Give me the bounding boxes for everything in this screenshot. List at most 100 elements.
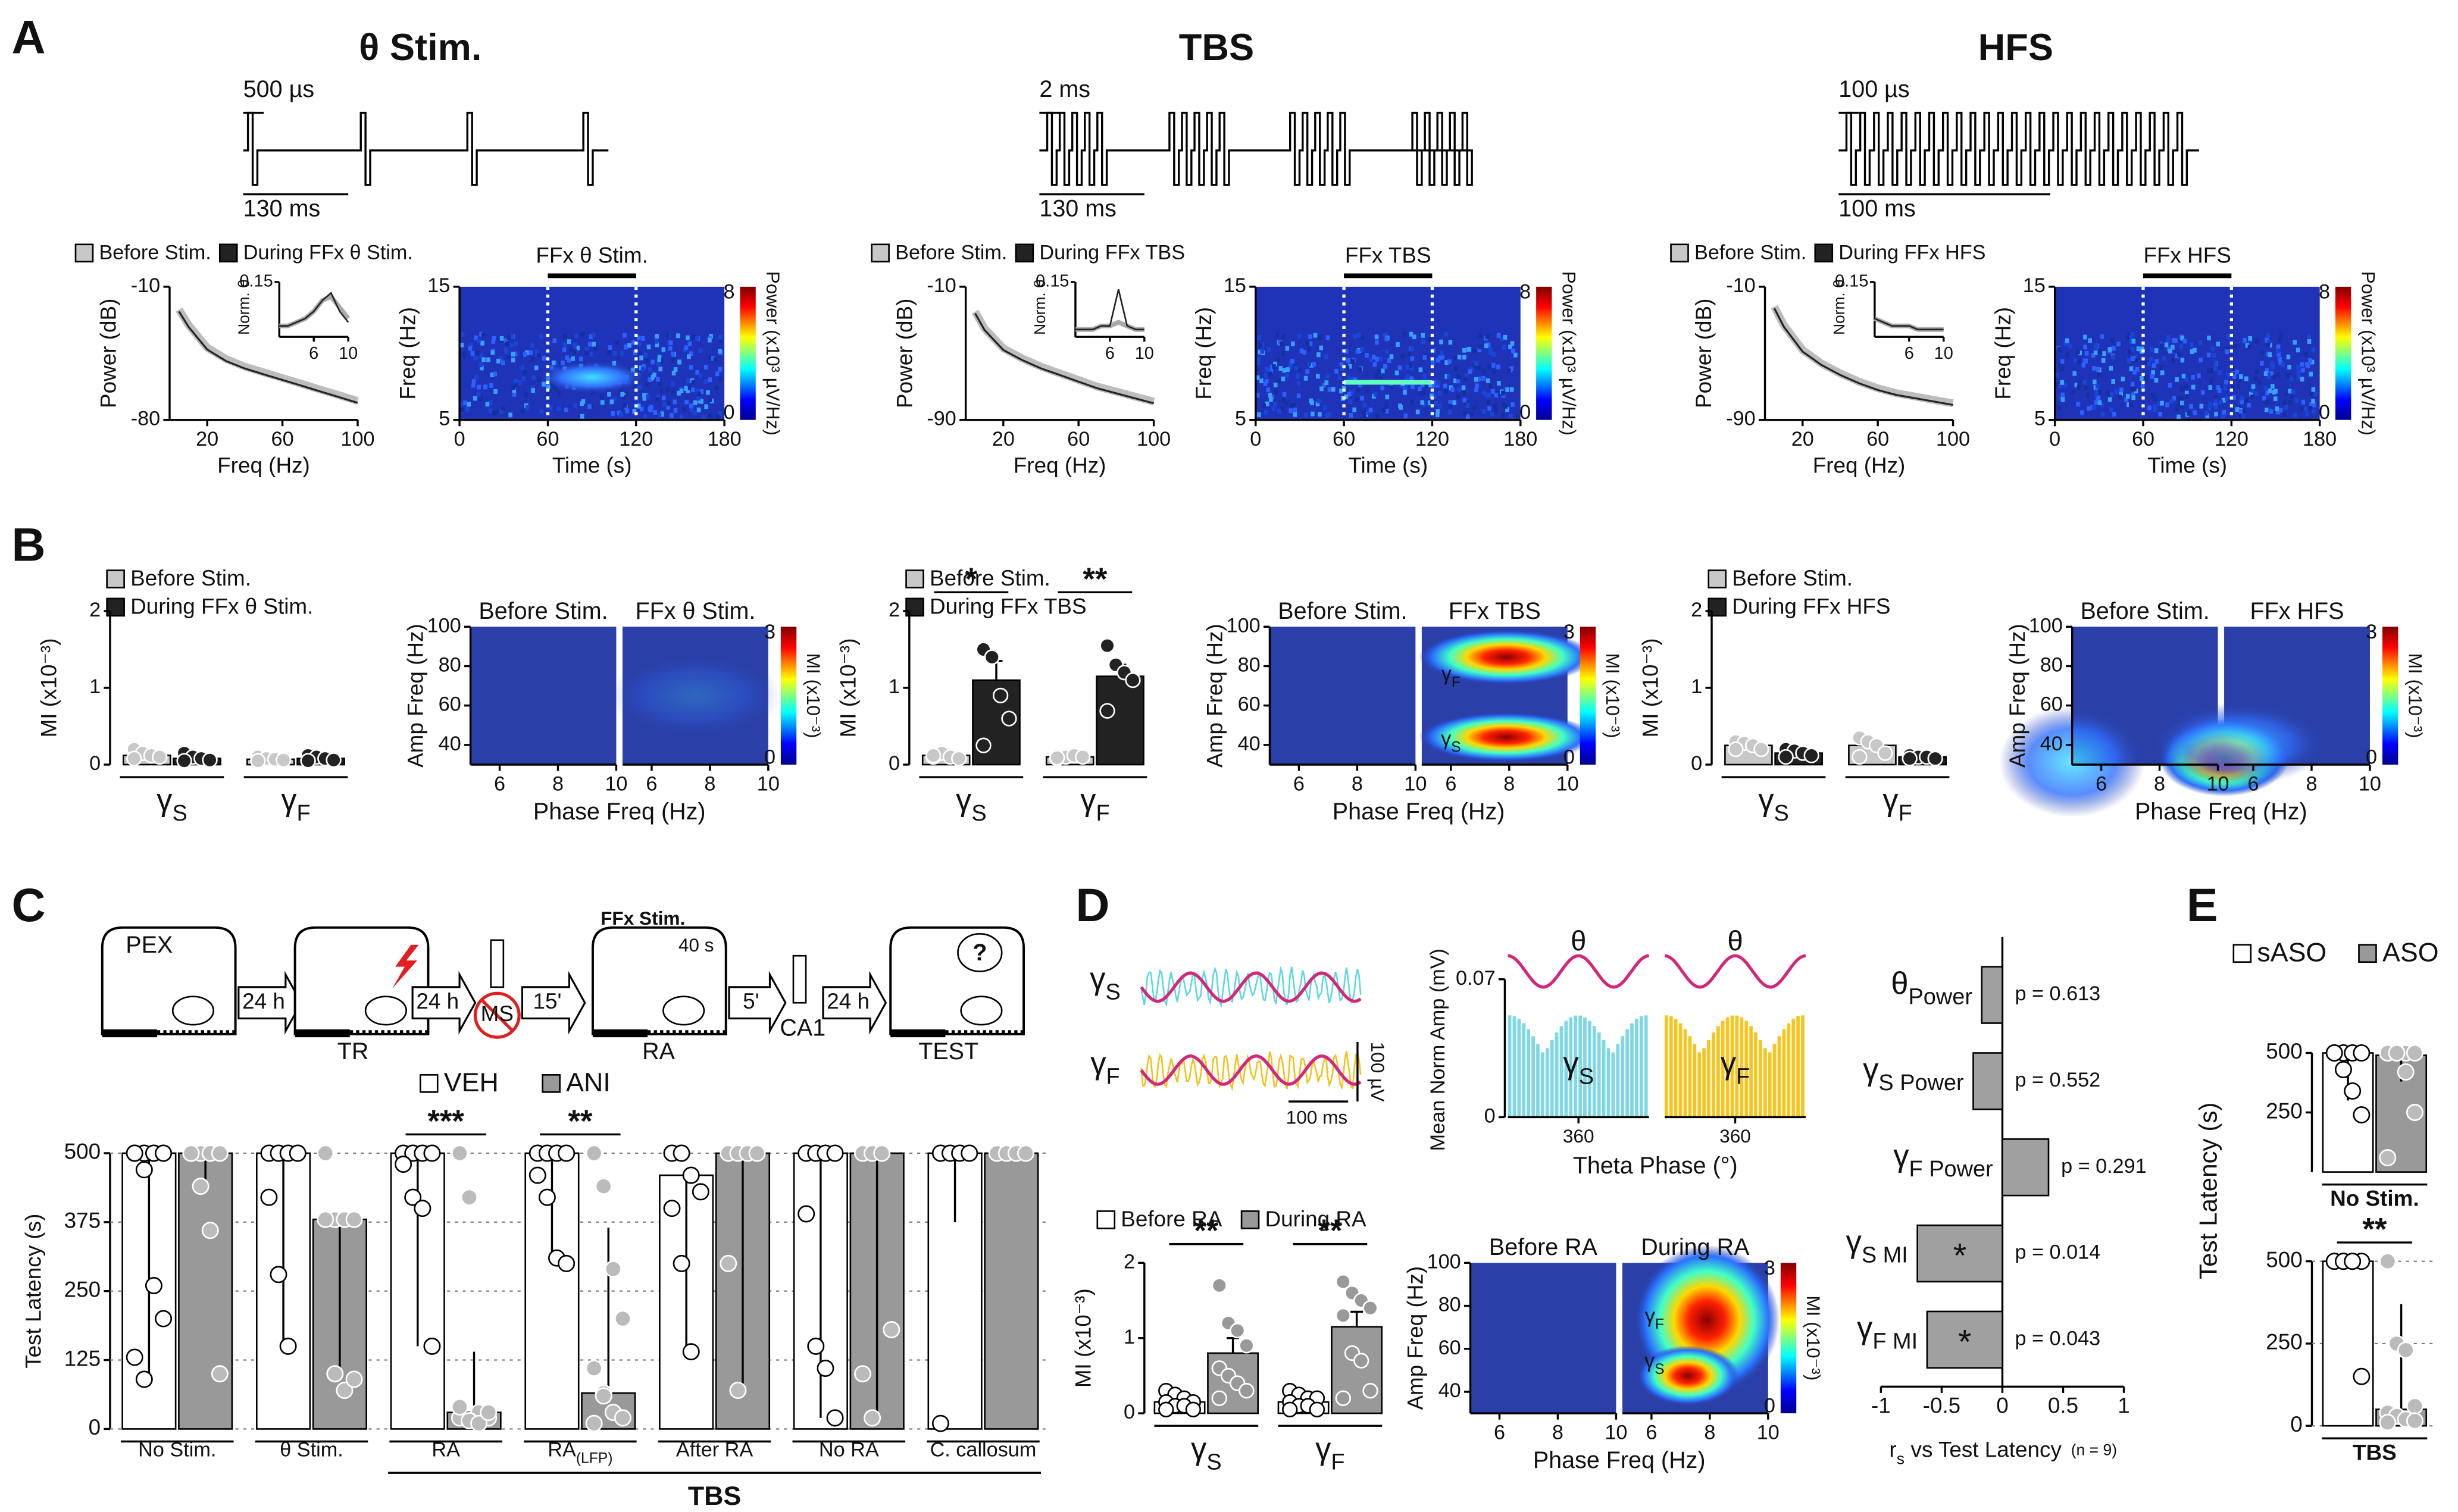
spectrogram-speckle: [528, 350, 533, 355]
spectrogram-speckle: [1422, 390, 1427, 395]
colorbar-tick: 0: [764, 746, 775, 768]
spectrogram-speckle: [2096, 367, 2100, 372]
spectrogram-speckle: [1420, 382, 1425, 387]
trace-label-sym: γ: [1090, 1045, 1106, 1081]
corr-bar: [1972, 1052, 2003, 1110]
data-point: [201, 1222, 219, 1239]
x-tick-label: 10: [339, 344, 358, 363]
spectrogram-speckle: [1378, 375, 1383, 381]
spectrogram-speckle: [637, 384, 642, 390]
spectrogram-speckle: [684, 345, 689, 350]
spectrogram-speckle: [651, 374, 655, 380]
spectrogram-speckle: [1353, 377, 1357, 383]
spectrogram-speckle: [2084, 385, 2088, 390]
spectrogram-speckle: [1506, 368, 1511, 374]
spectrogram-speckle: [2213, 395, 2218, 400]
spectrogram-speckle: [1444, 360, 1449, 365]
spectrogram-speckle: [2216, 385, 2221, 390]
spectrogram-speckle: [2130, 381, 2135, 387]
spectrogram-speckle: [691, 380, 696, 385]
spectrogram-speckle: [592, 333, 596, 338]
spectrogram-speckle: [571, 356, 575, 361]
corr-label: γF Power: [1893, 1138, 1993, 1182]
spectrogram-speckle: [2159, 344, 2164, 349]
mouse: [662, 996, 705, 1026]
heatmap-title: Before RA: [1489, 1234, 1598, 1260]
spectrogram-speckle: [1277, 378, 1281, 384]
data-point: [558, 1254, 576, 1272]
spectrogram-speckle: [620, 392, 624, 397]
spectrogram-speckle: [1491, 389, 1495, 394]
spectrogram-speckle: [691, 387, 695, 393]
spectrogram-speckle: [2238, 374, 2243, 379]
data-point: [931, 1414, 949, 1432]
category-label: γS: [1758, 782, 1789, 826]
spectrogram-speckle: [2281, 362, 2285, 368]
duration-label: 40 s: [678, 934, 714, 956]
spectrogram-speckle: [2097, 400, 2102, 405]
data-point: [276, 752, 292, 768]
x-tick-label: 60: [536, 428, 559, 450]
spectrogram-speckle: [1257, 412, 1261, 417]
spectrogram-speckle: [686, 335, 690, 340]
spectrogram-speckle: [1402, 331, 1407, 337]
colorbar-tick: 3: [764, 621, 775, 643]
significance: ***: [427, 1104, 464, 1139]
spectrogram-speckle: [1305, 341, 1310, 346]
x-axis-label-sym: r: [1889, 1437, 1896, 1461]
spectrogram-speckle: [2116, 342, 2121, 347]
inset-label: Norm. θ: [1830, 279, 1848, 335]
psd-before: [1771, 305, 1954, 408]
spectrogram-speckle: [463, 400, 467, 406]
spectrogram-speckle: [493, 389, 498, 394]
spectrogram-speckle: [477, 384, 481, 390]
data-point: [2344, 1082, 2362, 1100]
panel-letter: A: [11, 10, 45, 63]
spectrogram-speckle: [1384, 403, 1389, 408]
data-point: [2406, 1412, 2423, 1430]
spectrogram-speckle: [1255, 375, 1260, 380]
spectrogram-speckle: [1493, 408, 1498, 414]
data-point: [155, 1144, 173, 1162]
spectrogram-speckle: [677, 390, 681, 396]
phase-bin: [1759, 1040, 1762, 1117]
data-point: [614, 1409, 631, 1427]
category-label-sub: (LFP): [576, 1450, 613, 1466]
spectrogram-speckle: [642, 364, 646, 369]
spectrogram-speckle: [1360, 396, 1364, 401]
spectrogram-speckle: [600, 400, 605, 405]
data-point: [145, 1276, 162, 1294]
spectrogram-speckle: [2245, 343, 2250, 348]
x-tick-label: 100: [1936, 428, 1970, 450]
category-label-sym: γ: [1191, 1431, 1207, 1466]
spectrogram-speckle: [609, 399, 614, 405]
spectrogram-speckle: [1293, 407, 1297, 412]
spectrogram-speckle: [1278, 366, 1283, 371]
spectrogram-speckle: [2076, 349, 2080, 355]
spectrogram-speckle: [1325, 335, 1330, 340]
spectrogram-speckle: [1362, 414, 1366, 419]
spectrogram-speckle: [1366, 409, 1371, 415]
p-label: p = 0.043: [2015, 1327, 2101, 1350]
spectrogram-speckle: [686, 378, 690, 384]
spectrogram-speckle: [580, 414, 584, 419]
inset-label: Norm. θ: [1031, 279, 1049, 335]
spectrogram-speckle: [1444, 389, 1448, 394]
spectrogram-speckle: [1325, 373, 1330, 378]
spectrogram-speckle: [1389, 354, 1394, 359]
x-tick-label: 100: [340, 428, 374, 450]
spectrogram-speckle: [2149, 356, 2153, 362]
arrow: [521, 971, 586, 1035]
data-point: [270, 1266, 287, 1284]
psd-before: [971, 309, 1155, 406]
spectrogram-speckle: [1457, 355, 1462, 360]
spectrogram-speckle: [501, 406, 505, 411]
spectrogram-speckle: [1311, 411, 1315, 417]
spectrogram-speckle: [1362, 410, 1366, 415]
spectrogram-speckle: [2268, 352, 2272, 358]
spectrogram-speckle: [2225, 372, 2230, 378]
spectrogram-speckle: [523, 370, 527, 375]
spectrogram-speckle: [2276, 344, 2281, 349]
spectrogram-speckle: [1501, 393, 1506, 398]
spectrogram-speckle: [1344, 349, 1349, 354]
